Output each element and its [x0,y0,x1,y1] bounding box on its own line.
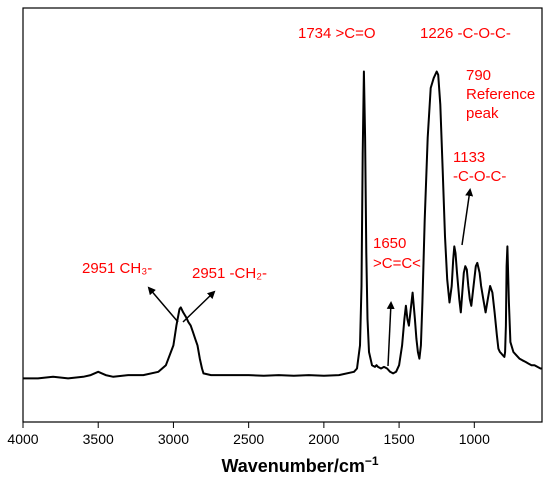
peak-annotations: 1734 >C=O 1226 -C-O-C- 790 Reference pea… [82,25,539,282]
annotation-1650-line-2: >C=C< [373,255,421,272]
annotation-1734-carbonyl: 1734 >C=O [298,25,376,42]
annotation-1133-line-1: 1133 [453,149,485,166]
annotation-1226-ether: 1226 -C-O-C- [420,25,511,42]
x-tick-label: 2000 [308,431,339,447]
x-axis-title-main: Wavenumber/cm [221,456,364,476]
arrow-1133 [461,188,474,246]
x-tick-label: 1000 [459,431,490,447]
x-axis-title: Wavenumber/cm−1 [221,454,378,476]
x-tick-label: 1500 [384,431,415,447]
x-tick-label: 4000 [7,431,38,447]
annotation-1133-line-2: -C-O-C- [453,168,506,185]
x-tick-label: 3500 [83,431,114,447]
arrow-1650 [386,301,395,367]
arrow-2951-methyl [147,286,179,323]
x-tick-label: 3000 [158,431,189,447]
annotation-1133-ether: 1133 -C-O-C- [453,149,506,185]
spectrum-line [23,70,542,380]
annotation-1226-line: 1226 -C-O-C- [420,25,511,42]
annotation-1650-alkene: 1650 >C=C< [373,235,421,272]
annotation-1650-line-1: 1650 [373,235,406,252]
annotation-790-line-3: peak [466,105,499,122]
x-axis-title-superscript: −1 [365,454,379,468]
x-axis-ticks: 4000 3500 3000 2500 2000 1500 1000 [7,422,490,447]
x-tick-label: 2500 [233,431,264,447]
annotation-2951-methylene-line: 2951 -CH₂- [192,265,267,282]
annotation-arrows [147,188,474,367]
plot-frame [22,7,543,423]
arrow-2951-methylene [182,290,216,323]
annotation-790-line-1: 790 [466,67,491,84]
annotation-790-line-2: Reference [466,86,535,103]
annotation-2951-methyl-line: 2951 CH₃- [82,260,152,277]
annotation-2951-methyl: 2951 CH₃- [82,260,152,277]
annotation-2951-methylene: 2951 -CH₂- [192,265,267,282]
annotation-790-reference: 790 Reference peak [466,67,539,122]
annotation-1734-line: 1734 >C=O [298,25,376,42]
